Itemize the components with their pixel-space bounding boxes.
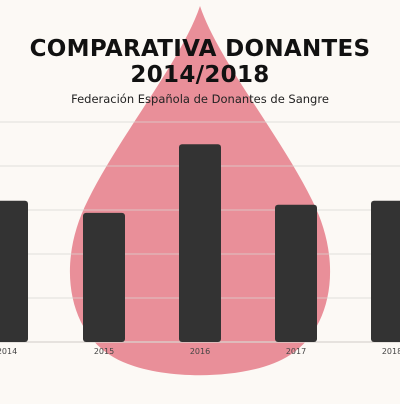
bar-2016	[179, 144, 221, 342]
x-tick-labels: 2014 2015 2016 2017 2018	[0, 347, 400, 356]
chart-title-line-1: COMPARATIVA DONANTES	[29, 36, 371, 62]
bars	[0, 144, 400, 342]
chart-title-line-2: 2014/2018	[130, 62, 270, 88]
bar-2018	[371, 200, 400, 342]
chart-subtitle: Federación Española de Donantes de Sangr…	[71, 92, 329, 106]
x-tick-label: 2014	[0, 347, 17, 356]
bar-2014	[0, 200, 28, 342]
x-tick-label: 2015	[94, 347, 114, 356]
x-tick-label: 2016	[190, 347, 210, 356]
x-tick-label: 2018	[382, 347, 400, 356]
bar-2017	[275, 204, 317, 342]
x-tick-label: 2017	[286, 347, 306, 356]
bar-2015	[83, 212, 125, 342]
